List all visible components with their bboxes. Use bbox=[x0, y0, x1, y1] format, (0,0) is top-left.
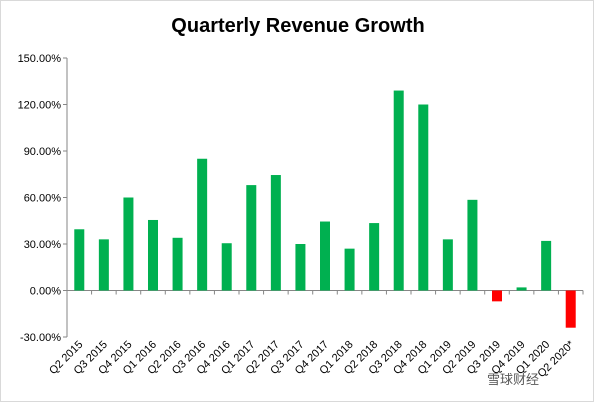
y-tick-label: 150.00% bbox=[18, 53, 62, 65]
bar bbox=[369, 223, 380, 291]
bar bbox=[565, 290, 576, 328]
bar bbox=[418, 104, 429, 291]
y-tick-label: 90.00% bbox=[24, 146, 62, 158]
bar bbox=[344, 248, 355, 291]
bar bbox=[393, 90, 404, 291]
bar bbox=[123, 197, 134, 291]
y-tick-label: 0.00% bbox=[30, 286, 61, 298]
bar bbox=[492, 290, 502, 302]
bar bbox=[541, 240, 552, 291]
watermark-text: 雪球财经 bbox=[487, 373, 540, 388]
bar bbox=[148, 219, 158, 291]
bar bbox=[172, 237, 183, 291]
bar bbox=[516, 287, 527, 291]
bar bbox=[320, 221, 330, 291]
bar bbox=[98, 239, 109, 291]
chart-title: Quarterly Revenue Growth bbox=[171, 15, 425, 37]
bar bbox=[295, 244, 306, 291]
y-tick-label: 120.00% bbox=[18, 100, 62, 112]
watermark-logo: 雪球财经 bbox=[487, 369, 539, 388]
y-tick-label: -30.00% bbox=[20, 332, 61, 344]
bar bbox=[467, 199, 478, 291]
bar bbox=[442, 239, 453, 291]
y-tick-label: 60.00% bbox=[24, 193, 62, 205]
bar bbox=[221, 243, 232, 291]
bar bbox=[197, 158, 208, 291]
y-tick-label: 30.00% bbox=[24, 239, 62, 251]
bar bbox=[74, 229, 85, 291]
bar bbox=[270, 175, 281, 291]
bar bbox=[246, 185, 257, 291]
